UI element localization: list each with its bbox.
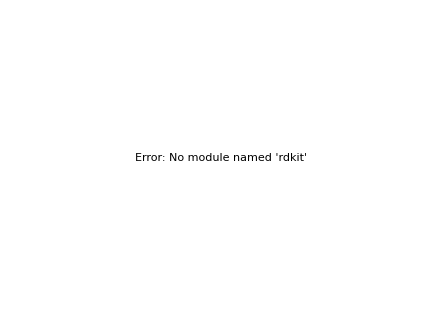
Text: Error: No module named 'rdkit': Error: No module named 'rdkit'	[135, 153, 308, 163]
